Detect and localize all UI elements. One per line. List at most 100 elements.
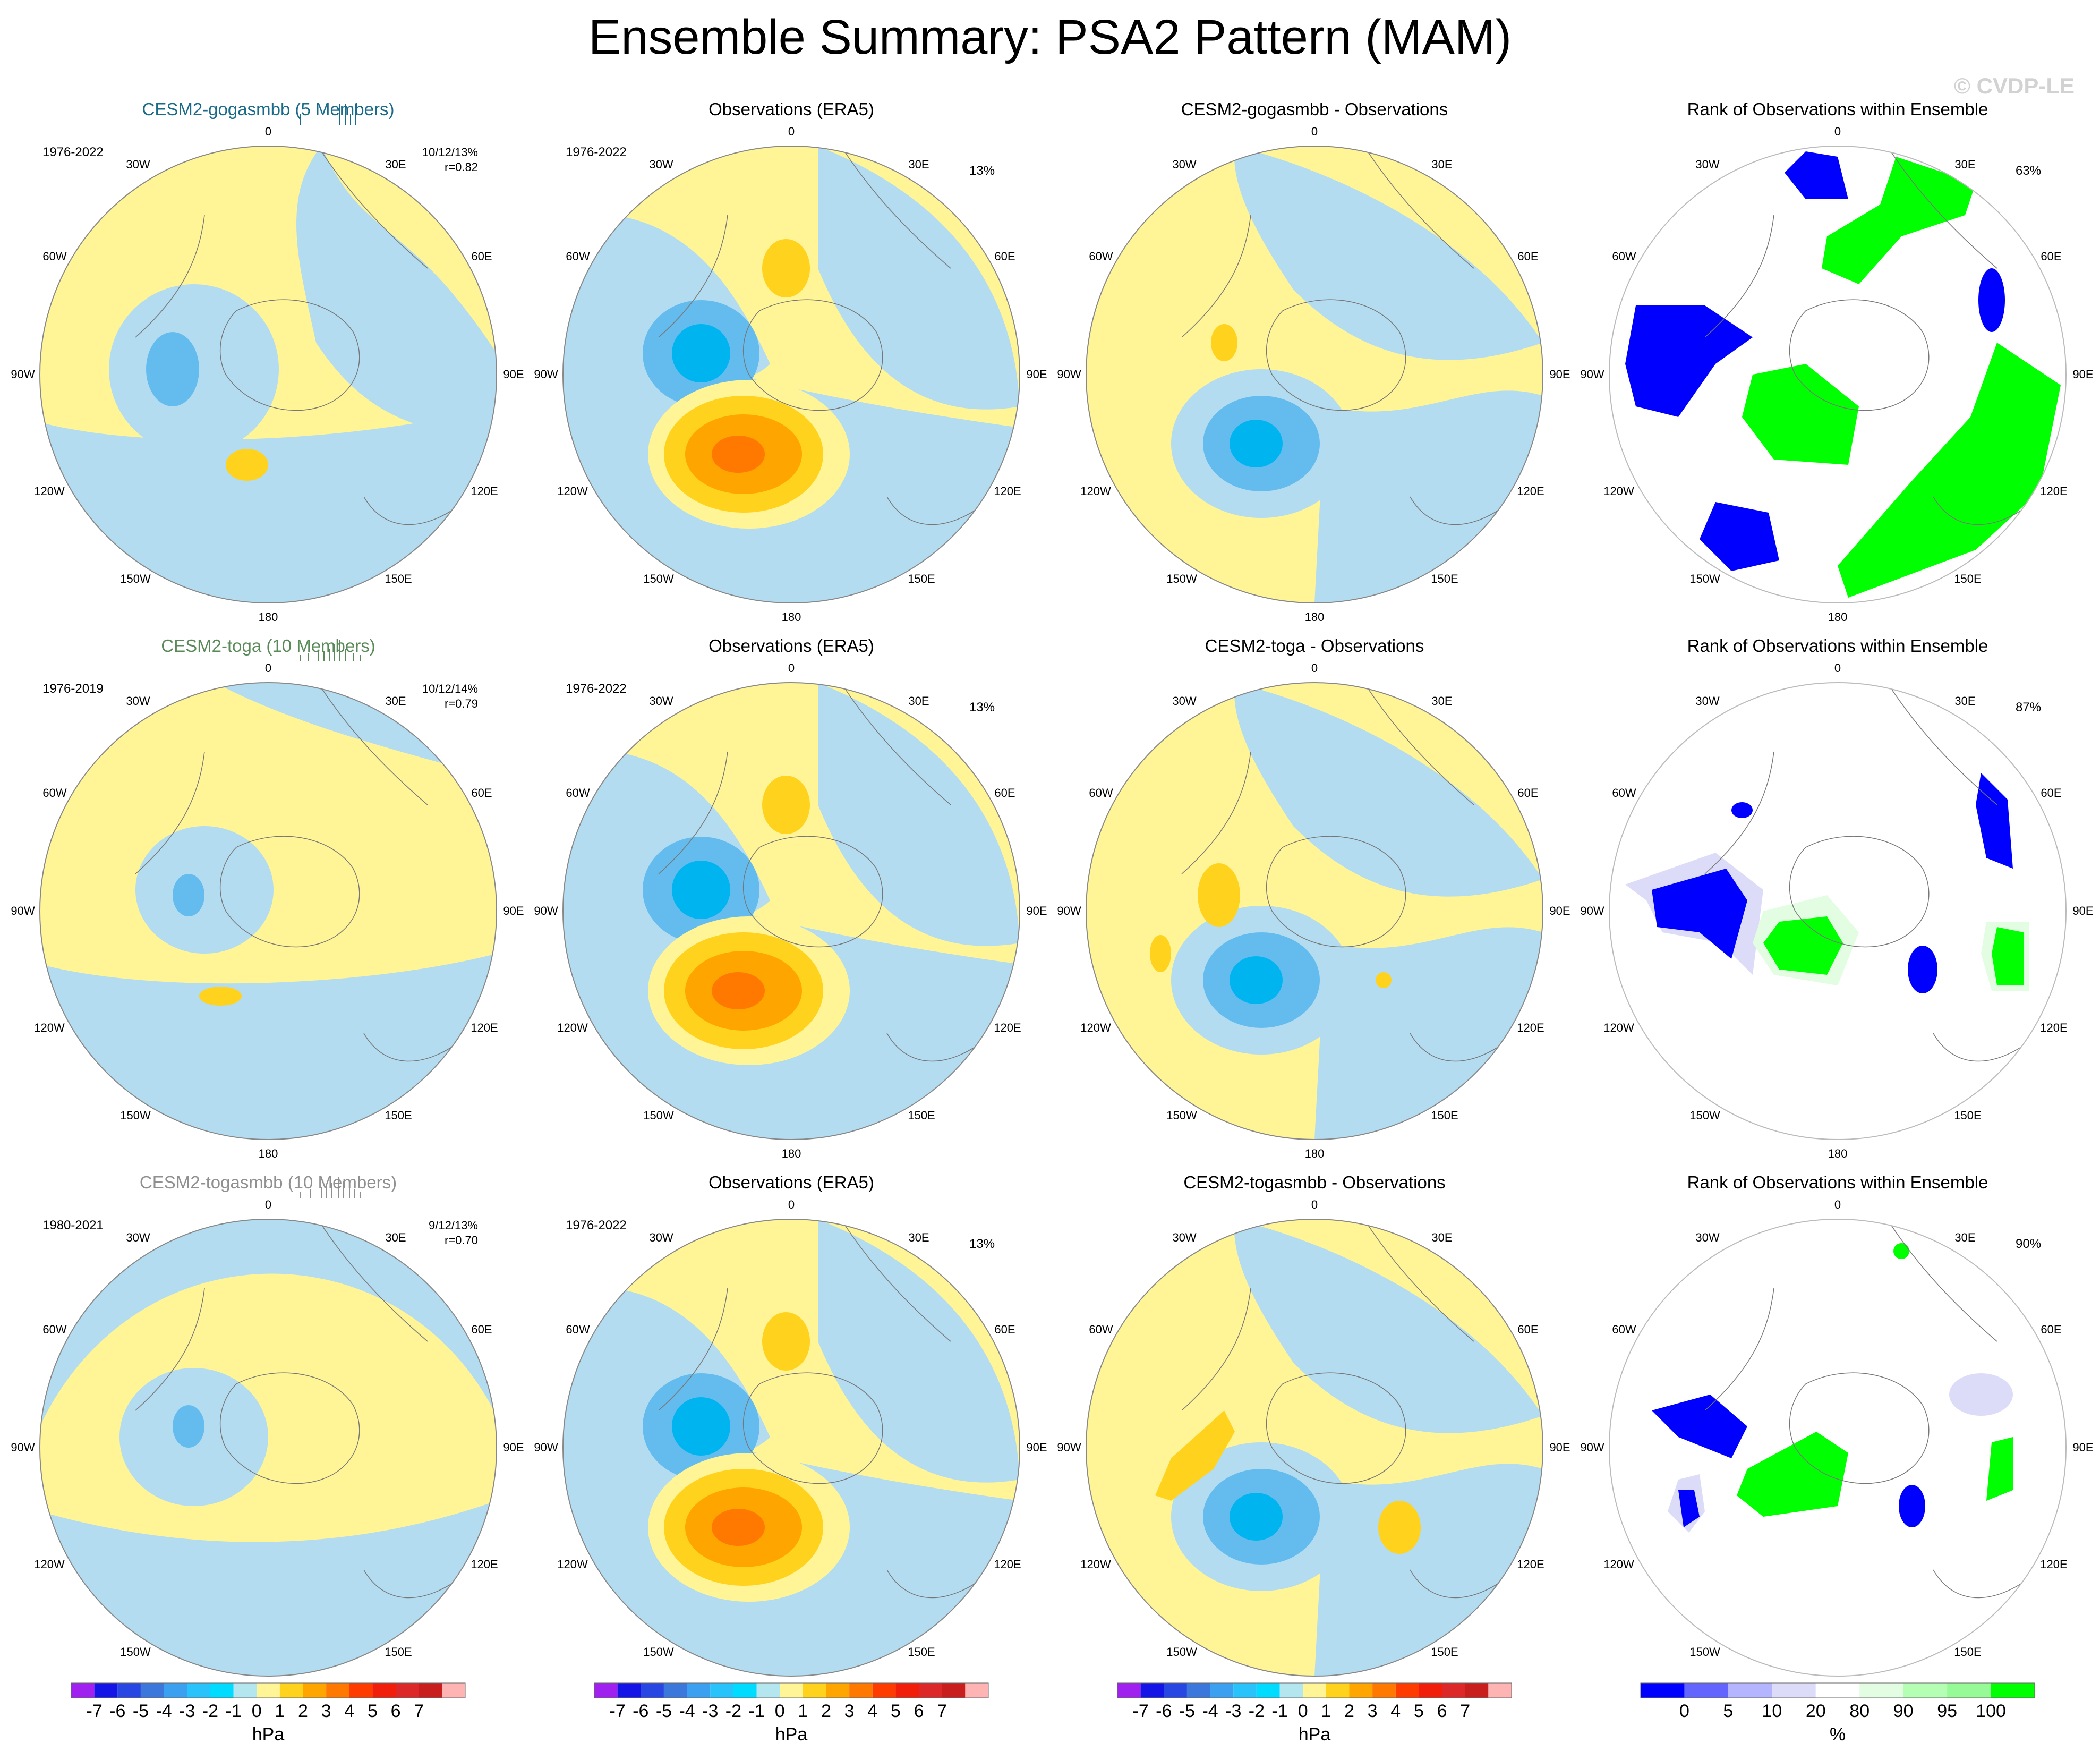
obs-panel-title: Observations (ERA5)	[708, 636, 874, 656]
lon-label-left-upper: 60W	[42, 1323, 67, 1336]
lon-label-left: 90W	[1580, 1441, 1604, 1454]
colorbar-tick-label: 7	[937, 1701, 947, 1721]
lon-label-left-lower: 120W	[34, 484, 65, 498]
lon-label-bottom: 180	[258, 610, 278, 624]
lon-label-left-upper: 60W	[1089, 786, 1113, 800]
colorbar-swatch	[756, 1683, 780, 1698]
colorbar-tick-label: 0	[1297, 1701, 1308, 1721]
lon-label-lower-right: 150E	[1954, 1645, 1982, 1659]
colorbar-unit: hPa	[1298, 1724, 1331, 1745]
lon-label-bottom: 180	[1304, 610, 1325, 624]
rank-panel-title: Rank of Observations within Ensemble	[1687, 99, 1988, 119]
colorbar-swatch	[1164, 1683, 1187, 1698]
lon-label-left-lower: 120W	[1080, 484, 1111, 498]
lon-label-left-upper: 60W	[1612, 250, 1636, 263]
colorbar-tick-label: 2	[298, 1701, 308, 1721]
lon-label-right-upper: 60E	[1517, 250, 1539, 263]
model-years: 1980-2021	[42, 1218, 104, 1232]
colorbar-swatch	[710, 1683, 733, 1698]
colorbar-swatch	[895, 1683, 919, 1698]
rank-variance-pct: 87%	[2016, 700, 2042, 715]
colorbar-unit: %	[1829, 1724, 1846, 1745]
colorbar-tick-label: -5	[1179, 1701, 1196, 1721]
lon-label-lower-right: 150E	[1431, 1645, 1458, 1659]
lon-label-top: 0	[1834, 661, 1841, 675]
lon-label-right: 90E	[503, 368, 524, 381]
colorbar-tick-label: -6	[109, 1701, 126, 1721]
colorbar-tick-label: 2	[821, 1701, 831, 1721]
rank-panel-title: Rank of Observations within Ensemble	[1687, 1172, 1988, 1192]
colorbar-swatch	[442, 1683, 465, 1698]
lon-label-upper-left: 30W	[126, 694, 150, 708]
colorbar-swatch	[71, 1683, 95, 1698]
colorbar-swatch	[1684, 1683, 1728, 1698]
colorbar-swatch	[1186, 1683, 1210, 1698]
lon-label-upper-right: 30E	[1954, 158, 1976, 171]
colorbar-tick-label: 6	[1437, 1701, 1447, 1721]
lon-label-top: 0	[1311, 1198, 1318, 1211]
obs-variance-pct: 13%	[969, 1237, 995, 1251]
lon-label-right-upper: 60E	[471, 250, 492, 263]
model-pattern-correlation: r=0.70	[445, 1234, 478, 1247]
colorbar-swatch	[1140, 1683, 1164, 1698]
obs-variance-pct: 13%	[969, 164, 995, 178]
colorbar-tick-label: 4	[867, 1701, 878, 1721]
model-pattern-correlation: r=0.79	[445, 697, 478, 710]
lon-label-lower-left: 150W	[120, 1109, 151, 1122]
lon-label-top: 0	[1834, 125, 1841, 138]
lon-label-lower-right: 150E	[1431, 1109, 1458, 1122]
lon-label-left-lower: 120W	[34, 1558, 65, 1571]
colorbar-swatch	[140, 1683, 164, 1698]
lon-label-left-lower: 120W	[557, 1021, 588, 1034]
lon-label-lower-right: 150E	[1954, 1109, 1982, 1122]
lon-label-lower-right: 150E	[908, 1109, 935, 1122]
colorbar-swatch	[617, 1683, 641, 1698]
colorbar-unit: hPa	[252, 1724, 285, 1745]
lon-label-lower-left: 150W	[1689, 572, 1720, 585]
obs-variance-pct: 13%	[969, 700, 995, 715]
colorbar-tick-label: 1	[1321, 1701, 1331, 1721]
colorbar-swatch	[1372, 1683, 1396, 1698]
colorbar-tick-label: -5	[132, 1701, 149, 1721]
lon-label-upper-right: 30E	[385, 694, 406, 708]
lon-label-right: 90E	[503, 1441, 524, 1454]
model-panel-title: CESM2-togasmbb (10 Members)	[139, 1172, 397, 1192]
colorbar-swatch	[187, 1683, 210, 1698]
colorbar-tick-label: -6	[1156, 1701, 1172, 1721]
lon-label-top: 0	[264, 661, 272, 675]
lon-label-top: 0	[788, 661, 795, 675]
colorbar-tick-label: 1	[275, 1701, 285, 1721]
colorbar-swatch	[117, 1683, 141, 1698]
lon-label-top: 0	[788, 125, 795, 138]
colorbar-tick-label: 100	[1976, 1701, 2006, 1721]
colorbar-swatch	[1903, 1683, 1948, 1698]
colorbar-swatch	[164, 1683, 187, 1698]
colorbar-tick-label: -4	[156, 1701, 172, 1721]
colorbar-swatch	[1419, 1683, 1442, 1698]
lon-label-right-upper: 60E	[994, 250, 1015, 263]
colorbar-tick-label: 5	[1413, 1701, 1424, 1721]
lon-label-bottom: 180	[781, 1147, 801, 1160]
lon-label-right-lower: 120E	[994, 1558, 1021, 1571]
lon-label-right: 90E	[1026, 904, 1047, 917]
lon-label-upper-right: 30E	[1954, 694, 1976, 708]
lon-label-left: 90W	[1057, 1441, 1081, 1454]
colorbar-swatch	[1233, 1683, 1257, 1698]
colorbar-tick-label: 10	[1762, 1701, 1782, 1721]
lon-label-lower-left: 150W	[1166, 1109, 1197, 1122]
model-variance-stats: 10/12/13%	[422, 146, 478, 159]
colorbar-tick-label: -4	[679, 1701, 695, 1721]
colorbar-swatch	[1442, 1683, 1465, 1698]
lon-label-right-upper: 60E	[2041, 786, 2062, 800]
lon-label-top: 0	[1311, 125, 1318, 138]
lon-label-left-lower: 120W	[1603, 1558, 1634, 1571]
lon-label-right: 90E	[1549, 904, 1570, 917]
colorbar-tick-label: 5	[1723, 1701, 1734, 1721]
model-pattern-correlation: r=0.82	[445, 160, 478, 174]
colorbar-tick-label: -1	[748, 1701, 765, 1721]
colorbar-tick-label: 7	[1460, 1701, 1471, 1721]
lon-label-right-upper: 60E	[471, 786, 492, 800]
diff-panel-title: CESM2-togasmbb - Observations	[1183, 1172, 1446, 1192]
model-years: 1976-2019	[42, 682, 104, 696]
